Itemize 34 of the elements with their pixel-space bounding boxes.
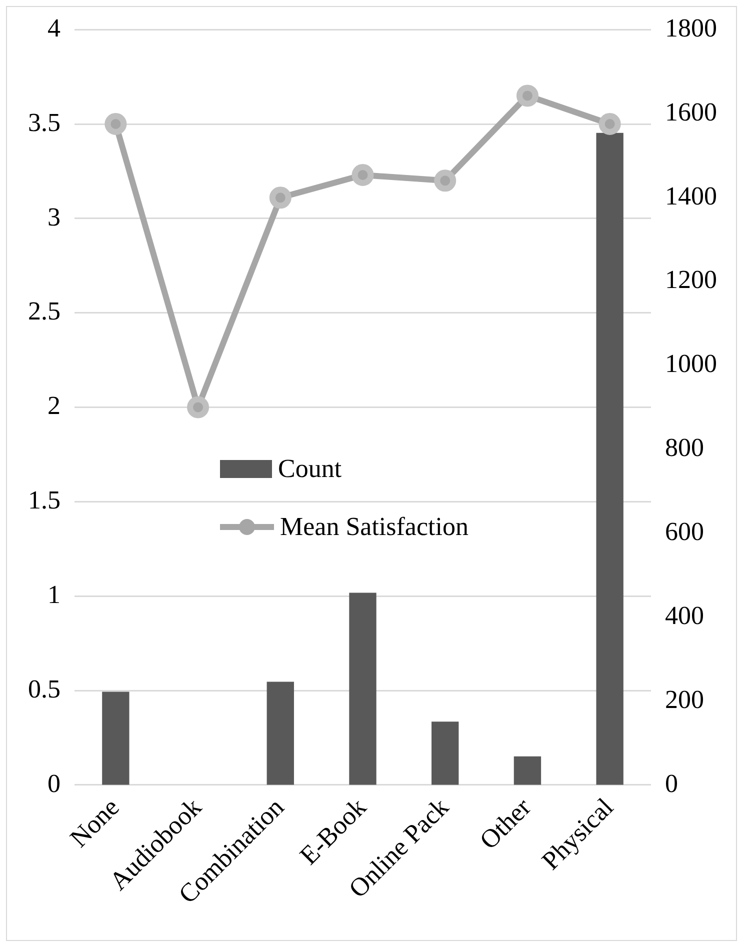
y2-tick-label: 1800 [665,13,717,42]
point [352,164,374,186]
point [598,113,621,136]
legend-label: Mean Satisfaction [280,512,468,542]
y-tick-label: 2 [48,391,60,420]
y-tick-label: 2.5 [28,296,60,326]
bar [596,132,624,785]
y-tick-label: 0.5 [28,674,60,704]
y-tick-label: 1.5 [28,486,60,515]
y2-tick-label: 200 [665,684,704,714]
y2-tick-label: 800 [665,433,704,462]
y-tick-label: 0 [48,768,60,798]
y2-tick-label: 600 [665,516,704,546]
y-tick-label: 1 [48,580,60,609]
y2-tick-label: 1000 [665,349,717,378]
legend-label: Count [278,454,342,484]
y2-tick-label: 1400 [665,181,717,210]
y2-tick-label: 1200 [665,265,717,294]
y-tick-label: 3 [48,202,60,232]
point [269,186,292,209]
bar [432,722,459,785]
y2-tick-label: 0 [665,768,678,798]
y2-tick-label: 1600 [665,97,717,126]
bar [266,682,294,785]
y-tick-label: 3.5 [28,108,60,137]
y-tick-label: 4 [48,13,60,42]
point [104,113,127,136]
y2-tick-label: 400 [665,600,704,630]
bar [514,756,542,785]
point [516,84,538,107]
bar [102,692,130,785]
point [187,396,210,418]
bar [349,592,376,785]
point [434,170,456,192]
